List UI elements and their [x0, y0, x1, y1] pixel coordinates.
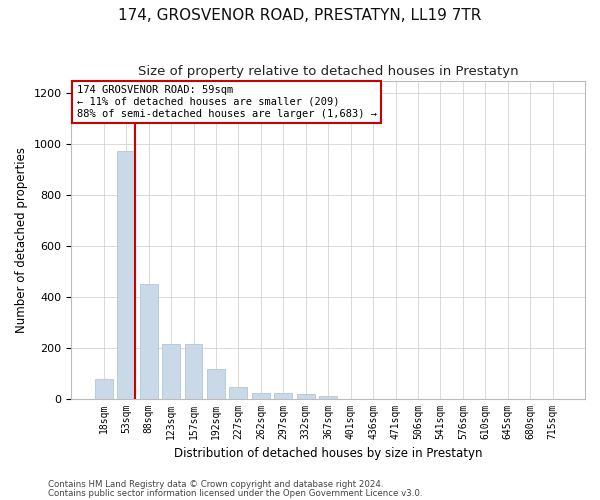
Bar: [95, 380, 113, 398]
Bar: [252, 393, 270, 398]
Bar: [185, 344, 202, 399]
Text: 174, GROSVENOR ROAD, PRESTATYN, LL19 7TR: 174, GROSVENOR ROAD, PRESTATYN, LL19 7TR: [118, 8, 482, 22]
Bar: [117, 150, 135, 398]
Bar: [162, 344, 180, 399]
Bar: [319, 396, 337, 398]
X-axis label: Distribution of detached houses by size in Prestatyn: Distribution of detached houses by size …: [174, 447, 482, 460]
Text: Contains HM Land Registry data © Crown copyright and database right 2024.: Contains HM Land Registry data © Crown c…: [48, 480, 383, 489]
Bar: [140, 284, 158, 399]
Text: Contains public sector information licensed under the Open Government Licence v3: Contains public sector information licen…: [48, 488, 422, 498]
Bar: [297, 394, 315, 398]
Y-axis label: Number of detached properties: Number of detached properties: [15, 146, 28, 332]
Bar: [207, 370, 225, 398]
Bar: [274, 394, 292, 398]
Text: 174 GROSVENOR ROAD: 59sqm
← 11% of detached houses are smaller (209)
88% of semi: 174 GROSVENOR ROAD: 59sqm ← 11% of detac…: [77, 86, 377, 118]
Title: Size of property relative to detached houses in Prestatyn: Size of property relative to detached ho…: [138, 65, 518, 78]
Bar: [229, 387, 247, 398]
